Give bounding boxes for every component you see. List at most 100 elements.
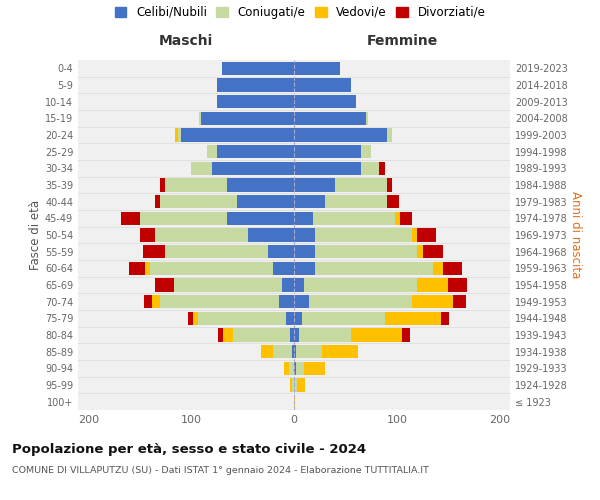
Bar (191, 162, 212, 175)
Bar (202, 112, 294, 125)
Bar (212, 162, 294, 175)
Bar (294, 328, 299, 342)
Bar (433, 262, 443, 275)
Bar (294, 195, 325, 208)
Bar (297, 378, 305, 392)
Bar (206, 145, 217, 158)
Bar (299, 328, 350, 342)
Bar (314, 262, 433, 275)
Bar (294, 278, 304, 291)
Bar (274, 345, 292, 358)
Bar (294, 128, 386, 141)
Bar (325, 195, 386, 208)
Bar (261, 345, 274, 358)
Bar (322, 345, 358, 358)
Bar (233, 328, 290, 342)
Bar (379, 162, 385, 175)
Bar (227, 212, 294, 225)
Bar (304, 362, 325, 375)
Bar (294, 228, 314, 241)
Bar (284, 362, 289, 375)
Bar (188, 312, 193, 325)
Bar (294, 78, 350, 92)
Bar (130, 262, 145, 275)
Bar (294, 362, 296, 375)
Bar (152, 295, 160, 308)
Bar (274, 262, 294, 275)
Bar (386, 178, 392, 192)
Bar (335, 178, 386, 192)
Bar (178, 128, 181, 141)
Bar (294, 312, 302, 325)
Bar (441, 312, 449, 325)
Bar (268, 245, 294, 258)
Bar (217, 145, 294, 158)
Text: Femmine: Femmine (367, 34, 437, 48)
Bar (361, 145, 371, 158)
Bar (412, 228, 418, 241)
Bar (294, 395, 295, 408)
Y-axis label: Anni di nascita: Anni di nascita (569, 192, 581, 278)
Bar (294, 162, 361, 175)
Bar (175, 128, 178, 141)
Bar (400, 212, 412, 225)
Bar (218, 328, 223, 342)
Bar (160, 295, 278, 308)
Bar (418, 245, 422, 258)
Bar (278, 295, 294, 308)
Bar (166, 178, 227, 192)
Bar (294, 95, 356, 108)
Bar (412, 295, 454, 308)
Bar (292, 378, 294, 392)
Bar (294, 345, 296, 358)
Bar (289, 362, 294, 375)
Bar (286, 312, 294, 325)
Bar (296, 362, 304, 375)
Bar (294, 62, 340, 75)
Bar (443, 262, 461, 275)
Bar (418, 228, 436, 241)
Bar (160, 195, 238, 208)
Bar (350, 328, 402, 342)
Bar (294, 212, 313, 225)
Bar (248, 228, 294, 241)
Bar (310, 295, 412, 308)
Bar (217, 95, 294, 108)
Bar (144, 295, 152, 308)
Bar (290, 378, 292, 392)
Bar (313, 212, 395, 225)
Bar (227, 178, 294, 192)
Bar (418, 278, 448, 291)
Bar (121, 212, 140, 225)
Bar (386, 128, 392, 141)
Bar (217, 78, 294, 92)
Text: Maschi: Maschi (159, 34, 213, 48)
Bar (181, 128, 294, 141)
Bar (422, 245, 443, 258)
Text: COMUNE DI VILLAPUTZU (SU) - Dati ISTAT 1° gennaio 2024 - Elaborazione TUTTITALIA: COMUNE DI VILLAPUTZU (SU) - Dati ISTAT 1… (12, 466, 429, 475)
Bar (222, 62, 294, 75)
Bar (140, 228, 155, 241)
Bar (294, 245, 314, 258)
Bar (314, 245, 418, 258)
Bar (292, 345, 294, 358)
Bar (294, 378, 297, 392)
Bar (304, 278, 418, 291)
Text: Popolazione per età, sesso e stato civile - 2024: Popolazione per età, sesso e stato civil… (12, 442, 366, 456)
Bar (361, 162, 379, 175)
Bar (454, 295, 466, 308)
Y-axis label: Fasce di età: Fasce di età (29, 200, 42, 270)
Bar (199, 312, 286, 325)
Bar (150, 262, 274, 275)
Bar (294, 145, 361, 158)
Bar (160, 178, 166, 192)
Bar (199, 112, 202, 125)
Bar (223, 328, 233, 342)
Bar (386, 195, 399, 208)
Bar (173, 278, 281, 291)
Bar (155, 228, 248, 241)
Bar (294, 178, 335, 192)
Bar (166, 245, 268, 258)
Bar (294, 295, 310, 308)
Bar (366, 112, 368, 125)
